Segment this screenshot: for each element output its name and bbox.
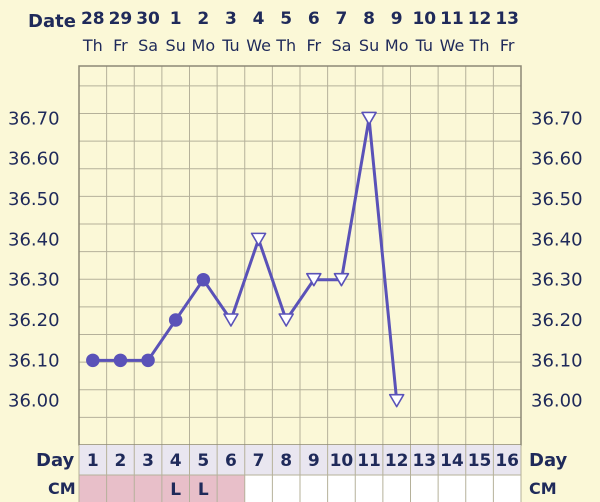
date-number: 9 [391,9,403,29]
weekday-label: We [440,36,465,55]
cm-cell-shaded [189,475,218,502]
day-number: 9 [308,451,320,471]
date-number: 6 [308,9,320,29]
weekday-label: Su [359,36,379,55]
data-point-triangle [306,272,322,287]
weekday-label: We [246,36,271,55]
weekday-label: Th [82,36,103,55]
cm-value: L [170,480,181,500]
weekday-label: Th [469,36,490,55]
weekday-label: Fr [113,36,128,55]
cm-value: L [198,480,209,500]
y-tick-label-right: 36.60 [531,149,583,170]
date-number: 28 [81,9,105,29]
date-number: 4 [253,9,265,29]
date-label: Date [28,11,76,32]
day-number: 4 [170,451,182,471]
data-point-circle [141,353,155,368]
y-tick-label-right: 36.40 [531,229,583,250]
date-number: 10 [412,9,436,29]
cm-row-label-right: CM [529,479,557,498]
day-number: 11 [357,451,381,471]
data-point-triangle [250,232,267,247]
weekday-label: Th [275,36,296,55]
day-number: 15 [468,451,492,471]
data-point-circle [86,353,100,368]
date-number: 29 [109,9,133,29]
y-tick-label-left: 36.70 [8,108,60,129]
day-number: 1 [87,451,99,471]
data-point-triangle [223,313,239,327]
weekday-label: Su [166,36,186,55]
data-point-circle [168,313,183,327]
day-row-label-right: Day [529,450,568,471]
weekday-label: Tu [415,36,433,55]
date-number: 3 [225,9,237,29]
y-tick-label-left: 36.10 [8,350,60,371]
day-row-label-left: Day [36,450,75,471]
data-point-triangle [361,111,377,126]
day-number: 16 [495,451,519,471]
cm-cell-shaded [161,475,190,502]
cm-cell-shaded [217,475,245,502]
data-point-triangle [278,313,294,327]
day-number: 6 [225,451,237,471]
y-tick-label-left: 36.40 [8,229,60,250]
day-number: 14 [440,451,464,471]
day-number: 12 [385,451,409,471]
weekday-label: Fr [307,36,322,55]
data-point-circle [113,353,128,368]
date-number: 2 [197,9,209,29]
cm-cell-shaded [79,475,107,502]
y-tick-label-right: 36.30 [531,270,583,291]
data-point-circle [196,272,211,287]
weekday-label: Sa [331,36,351,55]
day-number: 2 [115,451,127,471]
date-number: 7 [336,9,348,29]
y-tick-label-right: 36.10 [531,350,583,371]
weekday-label: Mo [385,36,409,55]
y-tick-label-left: 36.50 [8,189,60,210]
day-number: 5 [197,451,209,471]
y-tick-label-left: 36.20 [8,310,60,331]
day-number: 13 [412,451,436,471]
weekday-label: Tu [221,36,239,55]
y-tick-label-right: 36.50 [531,189,583,210]
date-number: 12 [468,9,492,29]
y-tick-label-right: 36.70 [531,108,583,129]
y-tick-label-left: 36.30 [8,270,60,291]
date-number: 8 [363,9,375,29]
date-number: 30 [136,9,160,29]
y-tick-label-right: 36.00 [531,391,583,412]
data-point-triangle [388,393,405,408]
data-point-triangle [333,272,350,287]
date-number: 13 [495,9,519,29]
y-tick-label-left: 36.60 [8,149,60,170]
day-number: 8 [280,451,292,471]
weekday-label: Fr [500,36,515,55]
cm-cell-shaded [134,475,162,502]
date-number: 1 [170,9,182,29]
date-number: 11 [440,9,464,29]
cm-cell-shaded [106,475,135,502]
day-number: 3 [142,451,154,471]
grid-lines [78,66,522,446]
date-number: 5 [280,9,292,29]
cm-row-label-left: CM [48,479,76,498]
y-tick-label-left: 36.00 [8,391,60,412]
weekday-label: Sa [138,36,158,55]
day-number: 7 [253,451,265,471]
weekday-label: Mo [192,36,216,55]
day-number: 10 [330,451,354,471]
y-tick-label-right: 36.20 [531,310,583,331]
